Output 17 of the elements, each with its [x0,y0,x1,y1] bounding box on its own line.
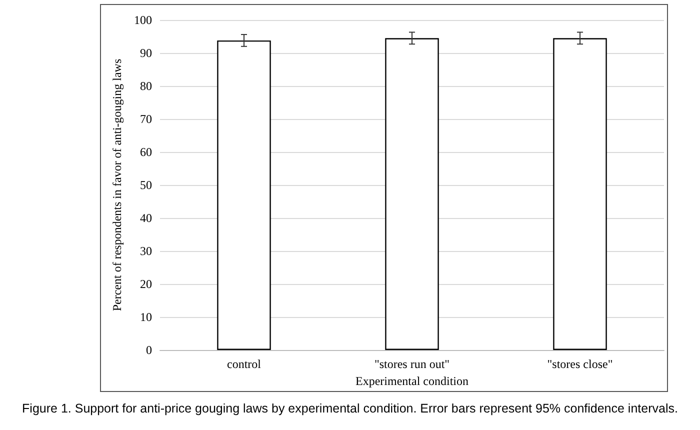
y-tick-label: 50 [140,178,152,192]
y-tick-label: 60 [140,145,152,159]
y-tick-label: 0 [146,343,152,357]
y-tick-label: 10 [140,310,152,324]
y-tick-label: 90 [140,46,152,60]
y-tick-label: 30 [140,244,152,258]
y-tick-label: 70 [140,112,152,126]
x-tick-label: control [227,357,262,371]
y-tick-label: 100 [134,13,152,27]
y-tick-label: 20 [140,277,152,291]
y-tick-label: 80 [140,79,152,93]
y-axis-title: Percent of respondents in favor of anti-gouging laws [110,58,124,312]
y-tick-label: 40 [140,211,152,225]
x-tick-label: "stores close" [547,357,613,371]
x-tick-label: "stores run out" [374,357,450,371]
caption: Figure 1. Support for anti-price gouging laws by experimental condition. Error bars represent 95% confidence intervals. [22,402,678,416]
x-axis-title: Experimental condition [356,374,468,388]
